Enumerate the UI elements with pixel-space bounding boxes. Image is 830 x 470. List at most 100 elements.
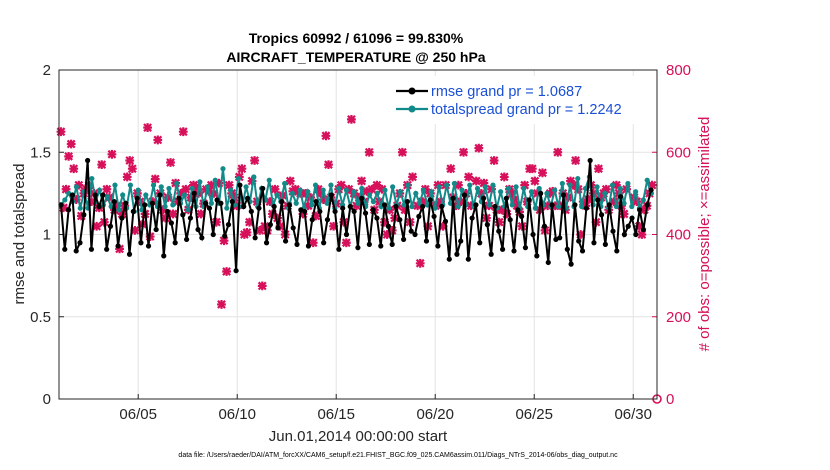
rmse-point [263,240,270,246]
totalspread-point [420,187,427,193]
totalspread-point [305,189,311,195]
obs-assimilated-marker [92,221,102,231]
rmse-point [65,207,72,213]
obs-assimilated-marker [66,139,76,149]
rmse-series [58,157,654,274]
obs-assimilated-marker [408,172,417,182]
rmse-point [526,197,532,203]
totalspread-point [482,184,488,190]
legend: rmse grand pr = 1.0687 totalspread grand… [392,76,652,124]
obs-assimilated-marker [476,188,486,198]
y-tick-label-left: 2 [43,62,51,79]
rmse-point [69,192,76,198]
obs-assimilated-marker [512,201,522,211]
obs-assimilated-marker [362,186,372,196]
totalspread-point [644,177,650,183]
rmse-point [477,240,483,246]
obs-assimilated-marker [446,164,456,174]
rmse-point [507,217,513,223]
totalspread-point [343,187,349,193]
totalspread-point [243,184,249,190]
rmse-point [458,238,464,244]
obs-assimilated-marker [479,178,489,188]
obs-assimilated-marker [611,180,621,190]
rmse-point [488,251,494,257]
totalspread-point [640,197,646,203]
totalspread-point [112,182,118,188]
rmse-point [203,200,209,206]
rmse-point [256,205,262,211]
rmse-point [149,200,155,206]
rmse-point [138,240,144,246]
obs-assimilated-marker [609,197,619,206]
totalspread-point [359,185,365,192]
totalspread-point [143,192,149,198]
rmse-point [576,238,582,244]
obs-assimilated-marker [344,184,354,194]
y-ticks-right: 0 200 400 600 800 [652,62,691,408]
obs-assimilated-marker [257,281,267,291]
obs-assimilated-marker [372,180,382,190]
rmse-point [206,205,213,211]
totalspread-point [575,175,581,182]
rmse-point [351,208,357,215]
rmse-point [435,243,441,249]
obs-assimilated-marker [466,201,476,211]
obs-assimilated-marker [56,127,66,137]
y-tick-label-right: 400 [666,227,691,244]
footer-data-file: data file: /Users/raeder/DAI/ATM_forcXX/… [178,452,618,459]
rmse-point [104,246,110,252]
rmse-point [420,203,426,210]
obs-assimilated-marker [471,176,481,186]
totalspread-point [162,203,168,210]
rmse-point [153,226,159,233]
totalspread-point [405,182,411,188]
obs-assimilated-marker [166,158,175,167]
rmse-point [191,190,197,196]
totalspread-point [528,189,535,195]
totalspread-point [621,200,627,206]
rmse-point [275,225,281,231]
obs-assimilated-marker [191,182,201,192]
totalspread-point [382,187,388,193]
rmse-point [62,246,68,252]
rmse-point [313,199,319,205]
obs-assimilated-marker [640,205,649,215]
totalspread-point [158,184,164,190]
rmse-point [176,195,182,201]
totalspread-point [282,180,288,187]
obs-assimilated-marker [576,230,586,239]
totalspread-point [409,203,415,210]
obs-assimilated-marker [206,180,216,190]
totalspread-point [73,184,80,190]
totalspread-point [289,190,295,196]
totalspread-point [374,190,380,196]
obs-assimilated-marker [214,178,224,188]
totalspread-point [428,189,434,195]
totalspread-point [417,200,423,206]
rmse-point [92,192,98,198]
obs-assimilated-marker [324,160,333,169]
totalspread-point [370,199,376,205]
totalspread-point [328,182,334,188]
totalspread-point [212,177,218,183]
rmse-point [366,241,372,247]
obs-assimilated-marker [499,172,509,182]
obs-assimilated-marker [347,114,356,124]
totalspread-point [602,190,608,196]
totalspread-point [386,205,392,211]
rmse-point [401,236,407,243]
totalspread-point [436,184,442,190]
obs-assimilated-marker [245,217,254,227]
x-tick-label: 06/30 [614,406,652,423]
obs-assimilated-marker [313,184,323,194]
totalspread-point [498,189,504,195]
totalspread-point [552,187,558,193]
obs-assimilated-marker [507,188,517,198]
rmse-point [237,182,243,188]
totalspread-point [220,166,226,172]
obs-assimilated-marker [247,176,257,186]
obs-assimilated-marker [64,151,74,161]
totalspread-point [336,185,342,192]
